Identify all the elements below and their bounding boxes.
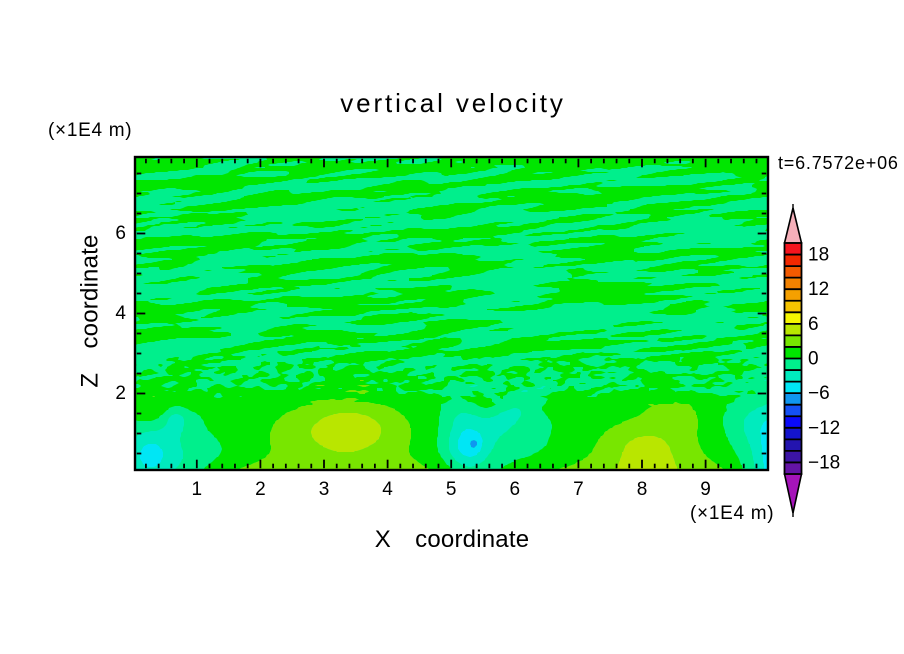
- svg-text:Z coordinate: Z coordinate: [77, 234, 104, 387]
- svg-text:3: 3: [319, 479, 330, 500]
- svg-text:2: 2: [255, 479, 266, 500]
- svg-text:t=6.7572e+06: t=6.7572e+06: [778, 153, 899, 173]
- svg-text:(×1E4 m): (×1E4 m): [48, 120, 132, 141]
- svg-text:1: 1: [192, 479, 203, 500]
- svg-text:0: 0: [808, 349, 819, 370]
- svg-text:5: 5: [446, 479, 457, 500]
- svg-text:6: 6: [510, 479, 521, 500]
- svg-text:−12: −12: [808, 418, 840, 439]
- svg-text:18: 18: [808, 245, 829, 266]
- svg-text:X coordinate: X coordinate: [375, 526, 530, 553]
- svg-text:(×1E4 m): (×1E4 m): [690, 503, 774, 524]
- svg-text:2: 2: [115, 383, 126, 404]
- svg-text:6: 6: [808, 314, 819, 335]
- svg-text:6: 6: [115, 223, 126, 244]
- svg-text:9: 9: [700, 479, 711, 500]
- svg-text:4: 4: [115, 303, 126, 324]
- svg-text:4: 4: [382, 479, 393, 500]
- svg-text:8: 8: [637, 479, 648, 500]
- svg-text:7: 7: [573, 479, 584, 500]
- svg-text:12: 12: [808, 279, 829, 300]
- svg-text:vertical velocity: vertical velocity: [340, 88, 566, 118]
- svg-text:−6: −6: [808, 383, 830, 404]
- svg-text:−18: −18: [808, 453, 840, 474]
